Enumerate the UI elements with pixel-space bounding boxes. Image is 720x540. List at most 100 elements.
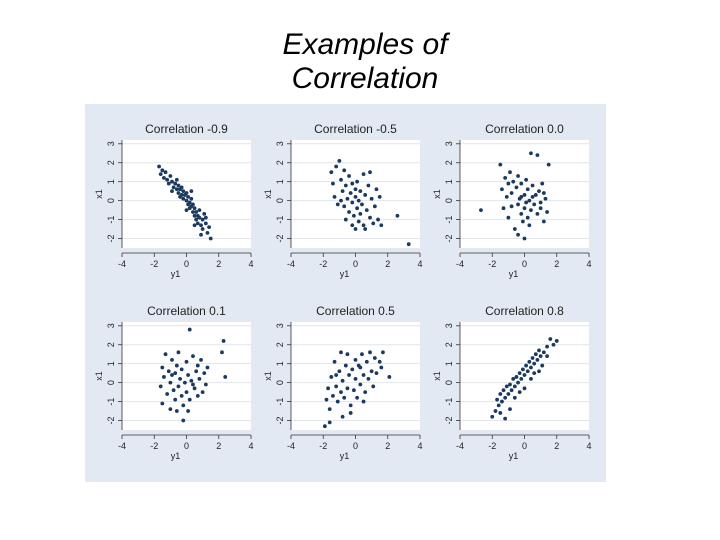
y-tick-label: 0 xyxy=(275,380,285,385)
data-point xyxy=(369,369,374,374)
data-point xyxy=(538,200,543,205)
data-point xyxy=(525,215,530,220)
y-tick-label: 0 xyxy=(106,380,116,385)
data-point xyxy=(538,354,543,359)
data-point xyxy=(332,359,337,364)
data-point xyxy=(501,206,506,211)
data-point xyxy=(368,170,372,175)
data-point xyxy=(545,210,549,214)
y-tick-label: 3 xyxy=(275,323,285,328)
slide-title-line-2: Correlation xyxy=(291,62,439,95)
x-axis-label: y1 xyxy=(509,451,519,461)
data-point xyxy=(355,206,360,211)
chart-title: Correlation 0.0 xyxy=(485,122,564,136)
data-point xyxy=(322,424,327,429)
data-point xyxy=(504,384,509,389)
y-tick-label: -2 xyxy=(106,235,116,243)
data-point xyxy=(514,375,519,379)
x-tick-label: 0 xyxy=(184,441,189,451)
data-point xyxy=(506,392,511,396)
data-point xyxy=(220,350,224,355)
data-point xyxy=(184,208,189,213)
y-axis-label: x1 xyxy=(94,189,104,199)
data-point xyxy=(184,390,189,395)
data-point xyxy=(532,371,537,376)
data-point xyxy=(371,221,376,226)
data-point xyxy=(540,363,545,368)
data-point xyxy=(166,369,171,374)
y-tick-label: -1 xyxy=(275,398,285,406)
data-point xyxy=(519,181,524,186)
slide-title: Examples of Correlation xyxy=(200,28,530,96)
data-point xyxy=(395,213,400,218)
data-point xyxy=(345,196,350,201)
data-point xyxy=(372,356,377,360)
data-point xyxy=(361,172,366,177)
data-point xyxy=(530,183,535,188)
data-point xyxy=(340,189,345,194)
data-point xyxy=(369,196,374,201)
data-point xyxy=(379,365,384,370)
y-tick-label: -2 xyxy=(275,417,285,425)
y-tick-label: -1 xyxy=(444,216,454,224)
x-axis-label: y1 xyxy=(171,269,181,279)
data-point xyxy=(540,181,545,186)
data-point xyxy=(174,409,179,413)
data-point xyxy=(377,359,382,364)
data-point xyxy=(327,407,332,412)
data-point xyxy=(347,174,351,178)
scatter-plot-5: -2 -1 0 1 2 3 -4 -2 0 2 4 y1 x1 Correlation 0.5 xyxy=(263,304,423,461)
data-point xyxy=(496,403,501,408)
data-point xyxy=(522,373,527,377)
data-point xyxy=(517,371,522,376)
data-point xyxy=(194,217,199,222)
data-point xyxy=(508,407,512,412)
data-point xyxy=(533,352,538,357)
data-point xyxy=(358,189,363,194)
data-point xyxy=(186,194,191,199)
data-point xyxy=(345,352,350,357)
data-point xyxy=(184,359,189,364)
data-point xyxy=(191,210,195,214)
data-point xyxy=(406,242,411,247)
data-point xyxy=(522,193,527,197)
data-point xyxy=(529,365,533,370)
data-point xyxy=(535,357,540,362)
y-tick-label: 2 xyxy=(275,342,285,347)
data-point xyxy=(495,397,499,402)
y-tick-label: 2 xyxy=(444,160,454,165)
data-point xyxy=(541,191,546,195)
data-point xyxy=(537,189,541,194)
data-point xyxy=(360,202,364,207)
data-point xyxy=(163,352,168,357)
data-point xyxy=(519,194,524,199)
scatter-plot-2: -2 -1 0 1 2 3 -4 -2 0 2 4 y1 x1 Correlation -0.5 xyxy=(263,122,423,279)
y-tick-label: 3 xyxy=(106,141,116,146)
data-point xyxy=(332,194,337,199)
data-point xyxy=(340,414,345,419)
data-point xyxy=(522,386,527,391)
data-point xyxy=(160,168,165,173)
data-point xyxy=(207,225,211,230)
data-point xyxy=(186,373,191,377)
data-point xyxy=(358,382,363,387)
data-point xyxy=(509,204,514,209)
x-tick-label: -2 xyxy=(150,441,158,451)
y-tick-label: 1 xyxy=(444,179,454,184)
data-point xyxy=(516,380,520,385)
data-point xyxy=(170,189,174,194)
data-point xyxy=(170,179,174,184)
data-point xyxy=(500,187,504,192)
data-point xyxy=(179,185,184,190)
data-point xyxy=(205,365,210,370)
data-point xyxy=(529,151,533,156)
x-tick-label: -2 xyxy=(488,259,496,269)
x-tick-label: -4 xyxy=(456,259,464,269)
data-point xyxy=(525,187,530,192)
plot-area xyxy=(291,140,420,248)
data-point xyxy=(522,236,527,241)
data-point xyxy=(516,174,520,178)
x-tick-label: 4 xyxy=(417,259,422,269)
data-point xyxy=(160,401,165,406)
data-point xyxy=(179,367,184,372)
